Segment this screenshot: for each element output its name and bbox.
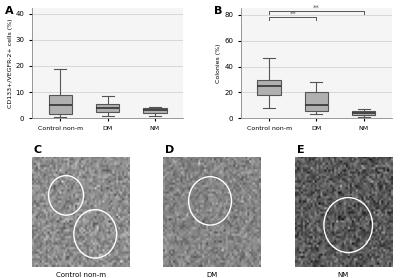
PathPatch shape <box>48 95 72 115</box>
PathPatch shape <box>257 80 281 95</box>
Text: D: D <box>165 145 174 155</box>
PathPatch shape <box>96 104 120 112</box>
PathPatch shape <box>352 111 376 115</box>
PathPatch shape <box>304 93 328 111</box>
Text: A: A <box>5 6 13 16</box>
Text: NM: NM <box>338 272 349 278</box>
Text: Control non-m: Control non-m <box>56 272 106 278</box>
Text: B: B <box>214 6 222 16</box>
Text: C: C <box>34 145 42 155</box>
Y-axis label: Colonies (%): Colonies (%) <box>216 44 221 83</box>
Y-axis label: CD133+/VEGFR-2+ cells (%): CD133+/VEGFR-2+ cells (%) <box>8 19 12 108</box>
Text: E: E <box>297 145 304 155</box>
Text: DM: DM <box>206 272 218 278</box>
Text: **: ** <box>313 4 320 10</box>
Text: **: ** <box>289 11 296 17</box>
PathPatch shape <box>143 108 167 113</box>
